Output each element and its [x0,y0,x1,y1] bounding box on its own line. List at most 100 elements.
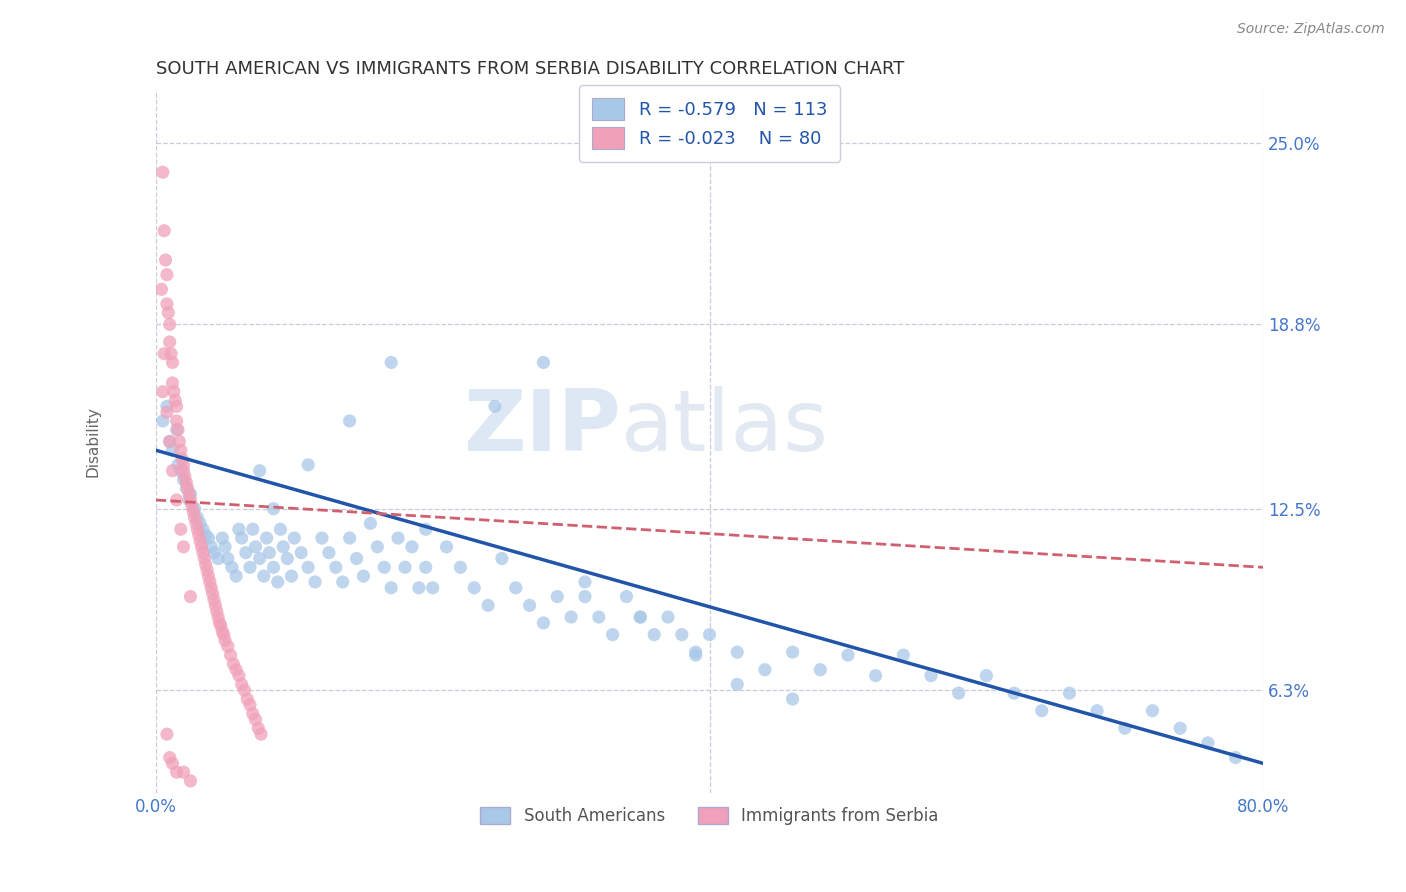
Point [242,522,264,536]
Text: ZIP: ZIP [463,386,621,469]
Point [173,464,195,478]
Point [166,765,188,780]
Point [1168,721,1191,735]
Point [477,599,499,613]
Point [297,560,319,574]
Point [253,569,276,583]
Point [157,306,180,320]
Point [207,610,229,624]
Point [156,727,179,741]
Point [436,540,458,554]
Point [865,668,887,682]
Point [187,528,209,542]
Point [231,677,253,691]
Point [212,627,235,641]
Point [205,604,228,618]
Point [1031,704,1053,718]
Point [176,481,198,495]
Point [242,706,264,721]
Point [318,546,340,560]
Point [247,721,270,735]
Point [173,473,195,487]
Point [183,510,205,524]
Point [221,560,243,574]
Point [269,522,291,536]
Point [415,522,437,536]
Point [179,493,201,508]
Point [202,592,225,607]
Point [1085,704,1108,718]
Point [1002,686,1025,700]
Point [198,574,221,589]
Point [156,297,179,311]
Point [173,765,195,780]
Point [1197,736,1219,750]
Point [204,599,226,613]
Point [156,405,179,419]
Point [588,610,610,624]
Point [263,501,285,516]
Point [181,505,204,519]
Point [249,551,271,566]
Point [228,668,250,682]
Point [574,574,596,589]
Point [167,423,190,437]
Point [685,648,707,662]
Point [1059,686,1081,700]
Text: atlas: atlas [621,386,830,469]
Point [162,464,184,478]
Point [1142,704,1164,718]
Point [160,346,183,360]
Point [159,434,181,449]
Point [276,551,298,566]
Point [290,546,312,560]
Point [170,464,193,478]
Point [153,346,176,360]
Point [167,458,190,472]
Point [180,499,202,513]
Point [239,560,262,574]
Point [159,750,181,764]
Point [245,713,267,727]
Point [211,624,233,639]
Point [271,540,294,554]
Point [170,522,193,536]
Point [533,355,555,369]
Point [256,531,278,545]
Point [346,551,368,566]
Point [155,252,177,267]
Point [250,727,273,741]
Point [162,376,184,390]
Point [304,574,326,589]
Point [948,686,970,700]
Point [245,540,267,554]
Point [208,615,231,630]
Point [616,590,638,604]
Point [177,493,200,508]
Point [422,581,444,595]
Point [162,443,184,458]
Legend: South Americans, Immigrants from Serbia: South Americans, Immigrants from Serbia [472,798,948,833]
Y-axis label: Disability: Disability [86,406,100,477]
Point [782,645,804,659]
Point [280,569,302,583]
Point [184,516,207,531]
Point [166,493,188,508]
Point [1225,750,1247,764]
Point [519,599,541,613]
Point [463,581,485,595]
Point [173,540,195,554]
Point [976,668,998,682]
Point [808,663,831,677]
Point [643,627,665,641]
Point [560,610,582,624]
Point [176,481,198,495]
Point [408,581,430,595]
Point [546,590,568,604]
Point [177,487,200,501]
Point [380,355,402,369]
Point [484,400,506,414]
Point [176,475,198,490]
Point [353,569,375,583]
Point [186,510,208,524]
